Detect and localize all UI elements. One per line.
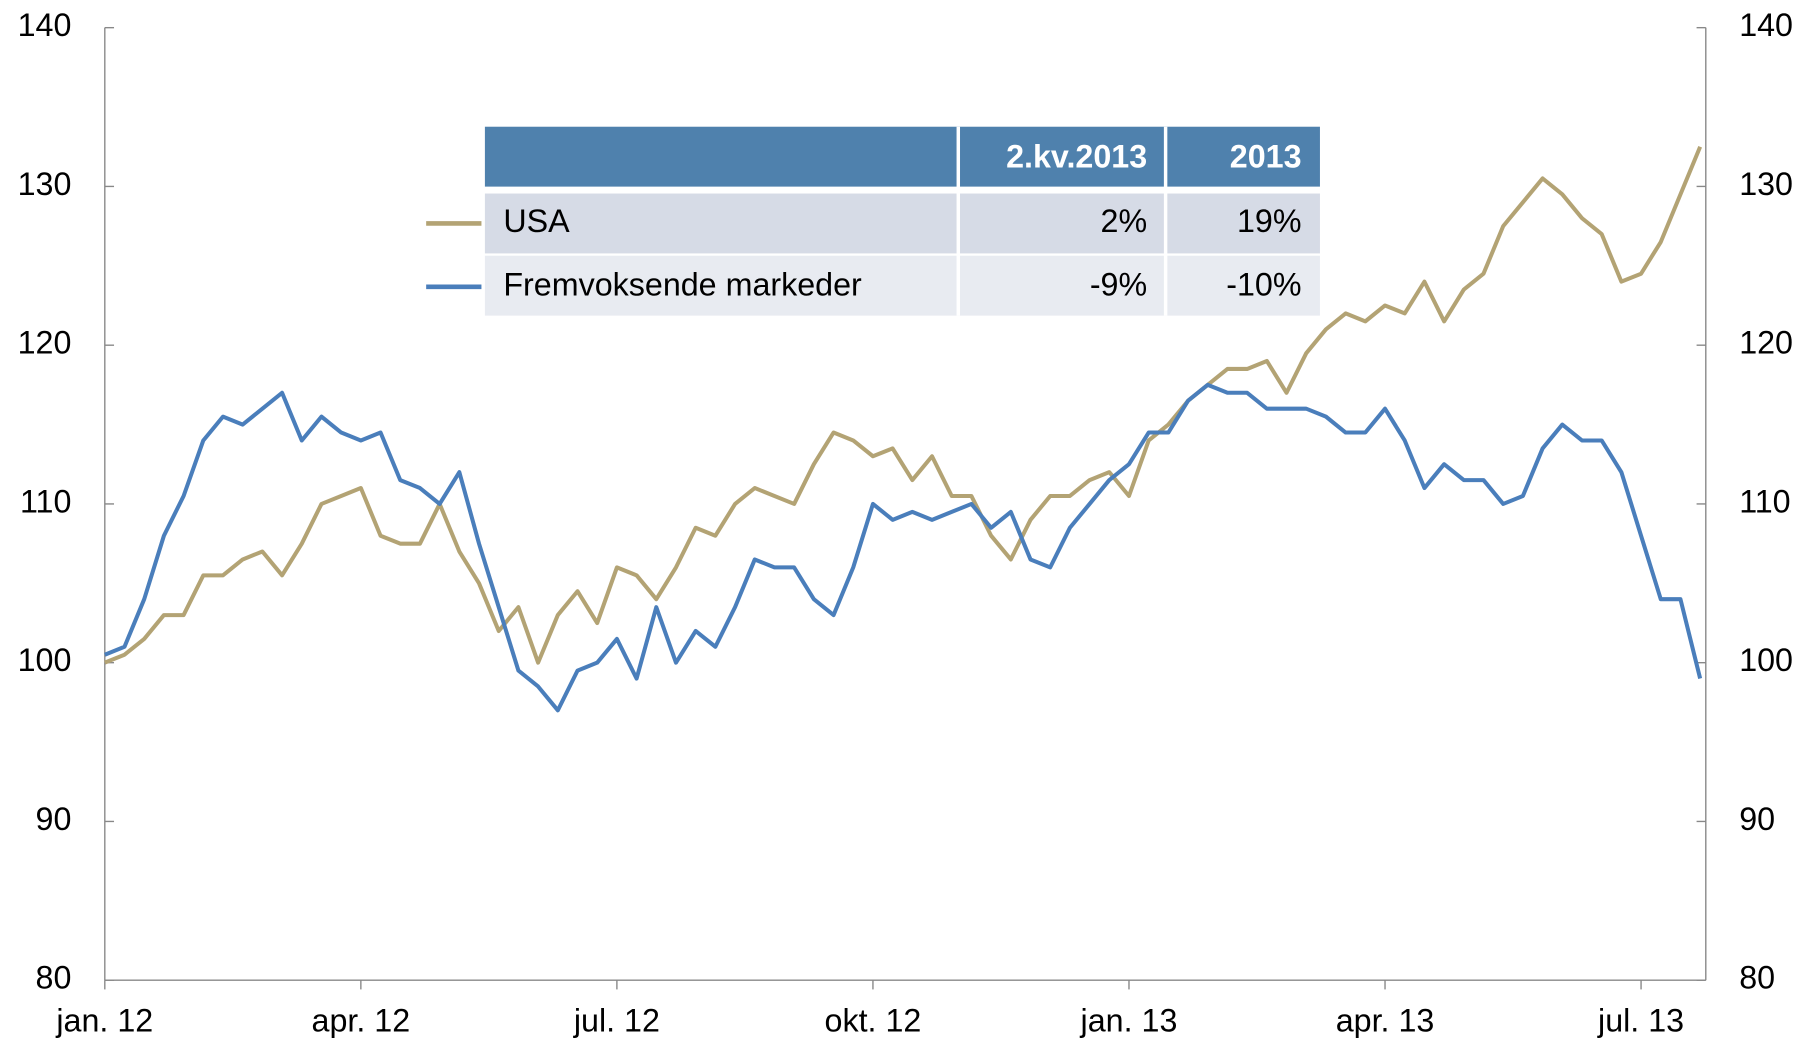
y-tick-label: 130: [18, 166, 72, 202]
legend-label: USA: [503, 203, 570, 239]
y2-tick-label: 130: [1739, 166, 1793, 202]
y2-tick-label: 100: [1739, 642, 1793, 678]
y2-tick-label: 140: [1739, 7, 1793, 43]
y2-tick-label: 120: [1739, 325, 1793, 361]
y2-tick-label: 110: [1739, 483, 1790, 519]
y-tick-label: 120: [18, 325, 72, 361]
x-tick-label: jul. 13: [1597, 1002, 1684, 1038]
x-tick-label: jul. 12: [573, 1002, 660, 1038]
series-line: [104, 145, 1703, 665]
x-tick-label: apr. 13: [1336, 1002, 1435, 1038]
table-cell: 2%: [1101, 203, 1148, 239]
table-header: [484, 126, 1320, 187]
table-row: [484, 255, 1320, 316]
table-row: [484, 193, 1320, 254]
x-tick-label: jan. 12: [55, 1002, 153, 1038]
inset-table: 2.kv.2013 2013 2% 19% -9% -10%: [484, 126, 1320, 316]
table-cell: -10%: [1226, 266, 1301, 302]
y-tick-label: 140: [18, 7, 72, 43]
x-tick-label: jan. 13: [1080, 1002, 1178, 1038]
x-tick-label: apr. 12: [312, 1002, 411, 1038]
y2-tick-label: 90: [1739, 801, 1775, 837]
y-tick-label: 90: [36, 801, 72, 837]
y-tick-label: 110: [20, 483, 71, 519]
x-tick-label: okt. 12: [825, 1002, 922, 1038]
series-line: [104, 382, 1703, 713]
table-cell: -9%: [1090, 266, 1147, 302]
y-tick-label: 80: [36, 960, 72, 996]
legend-label: Fremvoksende markeder: [503, 266, 862, 302]
table-column-header: 2.kv.2013: [1006, 138, 1147, 174]
y2-tick-label: 80: [1739, 960, 1775, 996]
y-tick-label: 100: [18, 642, 72, 678]
table-cell: 19%: [1237, 203, 1302, 239]
table-column-header: 2013: [1230, 138, 1302, 174]
